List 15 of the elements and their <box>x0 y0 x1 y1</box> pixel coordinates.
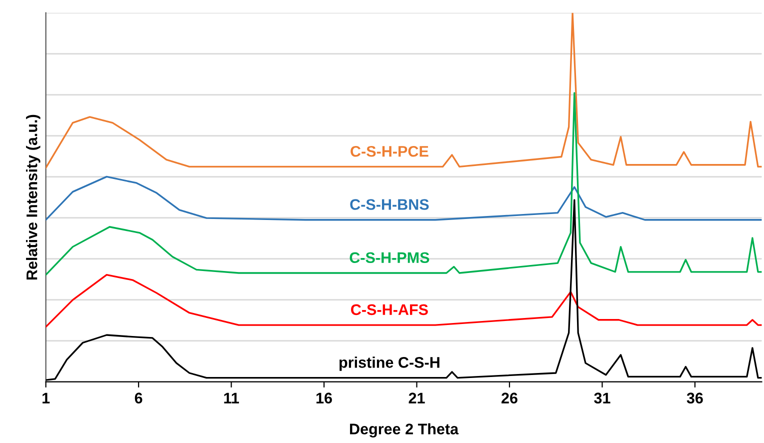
series-label: C-S-H-AFS <box>351 304 428 316</box>
x-tick-label: 11 <box>224 392 239 404</box>
x-tick-label: 21 <box>408 392 425 404</box>
x-tick-label: 6 <box>134 392 142 404</box>
x-tick-label: 36 <box>686 392 703 404</box>
series-label: pristine C-S-H <box>340 356 440 371</box>
x-tick-label: 16 <box>316 392 332 404</box>
series-label: C-S-H-BNS <box>350 199 429 210</box>
series-label: C-S-H-PMS <box>350 252 430 264</box>
x-tick-label: 1 <box>42 392 50 404</box>
x-tick-label: 26 <box>502 392 518 404</box>
x-axis-title: Degree 2 Theta <box>350 423 459 438</box>
y-axis-title: Relative Intensity (a.u.) <box>26 114 40 280</box>
series-label: C-S-H-PCE <box>350 146 428 157</box>
x-tick-label: 31 <box>594 392 610 404</box>
